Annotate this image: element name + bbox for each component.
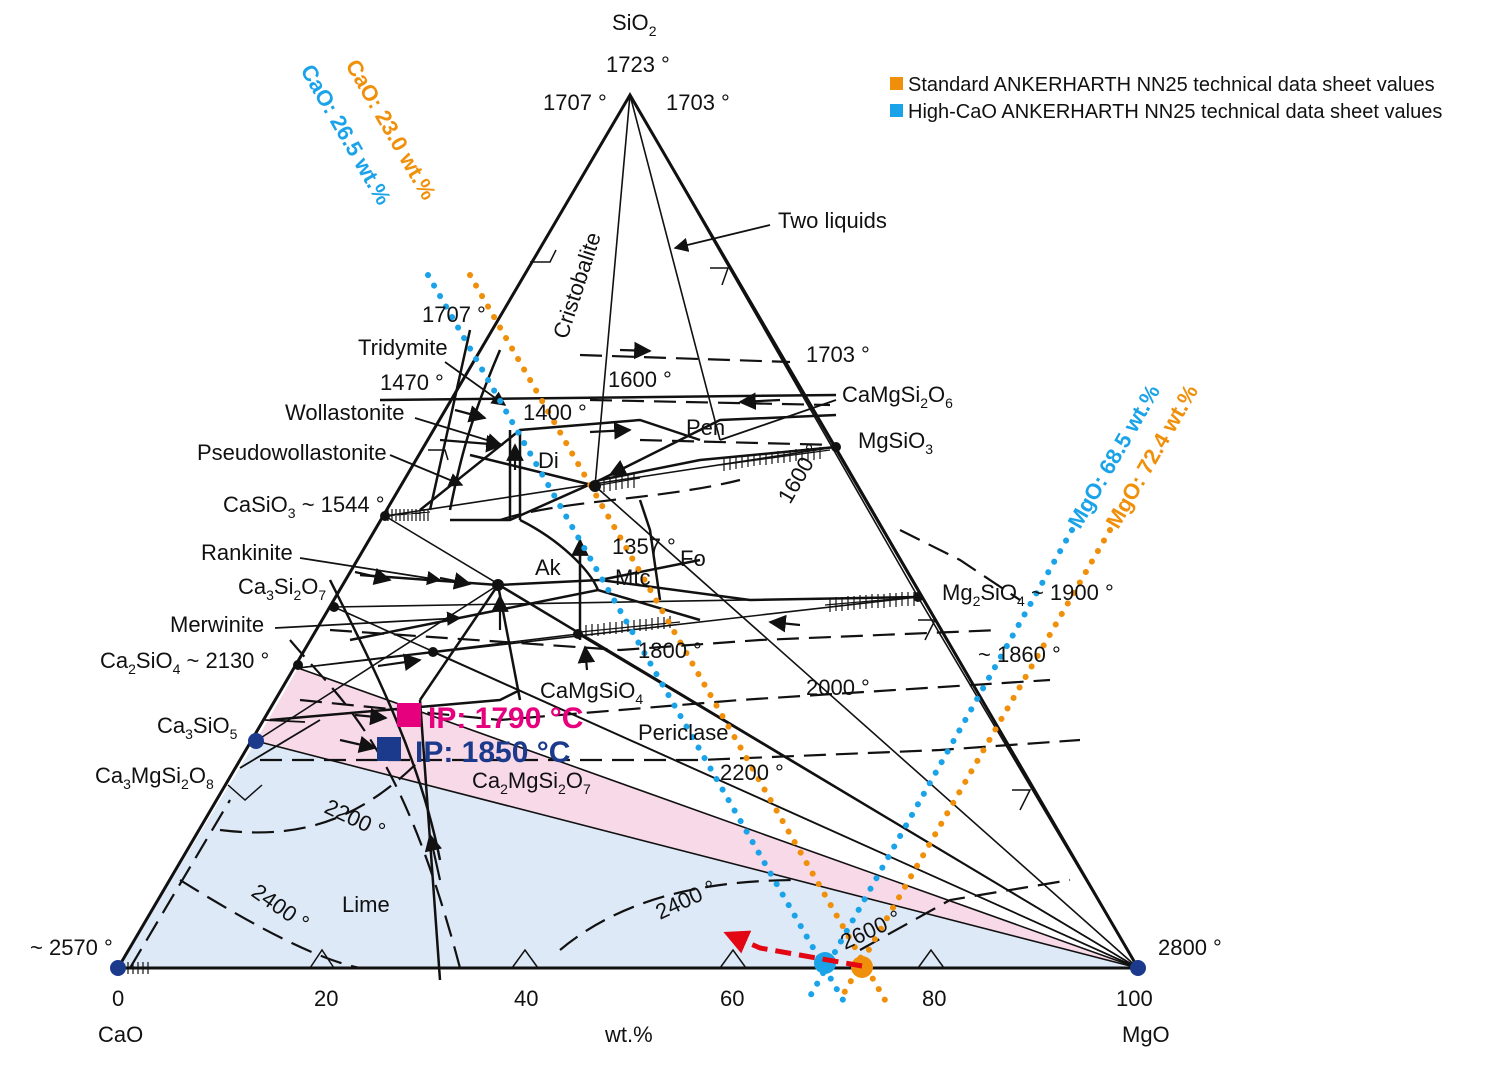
temp-1800: 1800 ° <box>638 638 702 663</box>
ca2sio4-label: Ca2SiO4 ~ 2130 ° <box>100 648 269 677</box>
axis-tick-60: 60 <box>720 986 744 1011</box>
axis-tick-40: 40 <box>514 986 538 1011</box>
legend-text-standard: Standard ANKERHARTH NN25 technical data … <box>908 74 1435 96</box>
rankinite-label: Rankinite <box>201 540 293 565</box>
ca3si2o7-label: Ca3Si2O7 <box>238 574 326 603</box>
axis-tick-80: 80 <box>922 986 946 1011</box>
axis-tick-0: 0 <box>112 986 124 1011</box>
compound-nodes <box>293 442 923 670</box>
temp-1600b: 1600 ° <box>773 440 827 508</box>
sio2-temp-right: 1703 ° <box>666 90 730 115</box>
periclase-label: Periclase <box>638 720 728 745</box>
mgo-node <box>1130 960 1146 976</box>
mgsio3-label: MgSiO3 <box>858 428 933 457</box>
axis-tick-20: 20 <box>314 986 338 1011</box>
temp-2000: 2000 ° <box>806 675 870 700</box>
ip-1790-label: IP: 1790 °C <box>428 702 583 735</box>
sio2-melting-temp: 1723 ° <box>606 52 670 77</box>
temp-1470: 1470 ° <box>380 370 444 395</box>
sio2-apex-label: SiO2 <box>612 10 657 39</box>
tridymite-label: Tridymite <box>358 335 448 360</box>
ca3mgsi2o8-label: Ca3MgSi2O8 <box>95 763 214 792</box>
lime-label: Lime <box>342 892 390 917</box>
pseudowollastonite-label: Pseudowollastonite <box>197 440 387 465</box>
lime-region <box>118 741 1138 968</box>
mg2sio4-label: Mg2SiO4 ~ 1900 ° <box>942 580 1114 609</box>
legend: Standard ANKERHARTH NN25 technical data … <box>890 74 1442 123</box>
temp-1357: 1357 ° <box>612 534 676 559</box>
two-liquids-label: Two liquids <box>778 208 887 233</box>
axis-unit: wt.% <box>604 1022 653 1047</box>
casio3-label: CaSiO3 ~ 1544 ° <box>223 492 385 521</box>
cristobalite-label: Cristobalite <box>548 229 606 341</box>
hatched-segments <box>127 447 919 974</box>
mtc-label: Mtc <box>615 565 650 590</box>
pen-label: Pen <box>686 415 725 440</box>
temp-1703: 1703 ° <box>806 342 870 367</box>
camgsio4-label: CaMgSiO4 <box>540 678 643 707</box>
cao-apex-label: CaO <box>98 1022 143 1047</box>
camgsi2o6-label: CaMgSi2O6 <box>842 382 953 411</box>
composition-lines <box>425 272 1113 1003</box>
sio2-temp-left: 1707 ° <box>543 90 607 115</box>
temp-1600a: 1600 ° <box>608 367 672 392</box>
cao-temp: ~ 2570 ° <box>30 935 113 960</box>
merwinite-label: Merwinite <box>170 612 264 637</box>
ip-1850-label: IP: 1850 °C <box>415 736 570 769</box>
cao-node <box>110 960 126 976</box>
fo-label: Fo <box>680 546 706 571</box>
ca3sio5-label: Ca3SiO5 <box>157 713 238 742</box>
boundary-arrows <box>339 341 801 881</box>
pink-band <box>256 668 1138 968</box>
ip-1850-marker[interactable] <box>377 737 401 761</box>
legend-text-high-cao: High-CaO ANKERHARTH NN25 technical data … <box>908 101 1442 123</box>
mgo-hi-dotted-line <box>805 527 1075 1003</box>
legend-swatch-high-cao <box>890 104 903 117</box>
wollastonite-label: Wollastonite <box>285 400 404 425</box>
temp-1860: ~ 1860 ° <box>978 642 1061 667</box>
axis-tick-100: 100 <box>1116 986 1153 1011</box>
ca2mgsi2o7-label: Ca2MgSi2O7 <box>472 768 591 797</box>
std-composition-point[interactable] <box>851 956 873 978</box>
ak-label: Ak <box>535 555 562 580</box>
temp-2200a: 2200 ° <box>720 760 784 785</box>
legend-swatch-standard <box>890 77 903 90</box>
ip-1790-marker[interactable] <box>397 703 421 727</box>
ca3sio5-node <box>248 733 264 749</box>
temp-1400: 1400 ° <box>523 400 587 425</box>
temp-1707: 1707 ° <box>422 302 486 327</box>
red-trend-arrow <box>723 930 863 969</box>
leader-lines <box>239 224 837 769</box>
hi-cao-composition-point[interactable] <box>814 952 836 974</box>
di-label: Di <box>538 448 559 473</box>
mgo-temp: 2800 ° <box>1158 935 1222 960</box>
mgo-apex-label: MgO <box>1122 1022 1170 1047</box>
